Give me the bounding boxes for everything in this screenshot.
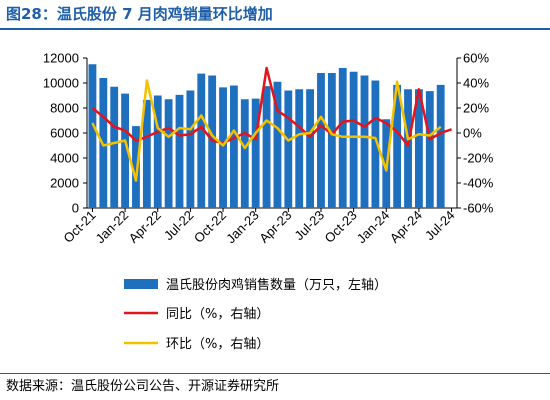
chart-title: 图28：温氏股份 7 月肉鸡销量环比增加 <box>6 5 273 23</box>
right-tick-label: 0% <box>463 126 482 141</box>
title-divider <box>0 28 550 30</box>
bar <box>175 94 184 208</box>
bar <box>132 126 140 208</box>
x-tick-label: Jul-22 <box>161 208 197 244</box>
left-tick-label: 6000 <box>50 126 79 141</box>
right-tick-label: -40% <box>463 176 494 191</box>
left-tick-label: 10000 <box>43 76 79 91</box>
bar <box>425 91 434 208</box>
left-tick-label: 4000 <box>50 151 79 166</box>
left-tick-label: 12000 <box>43 51 79 66</box>
bar <box>219 87 227 208</box>
x-tick-label: Jul-23 <box>291 208 327 244</box>
x-tick-label: Jul-24 <box>422 208 458 244</box>
source-note: 数据来源：温氏股份公司公告、开源证券研究所 <box>6 379 280 394</box>
right-tick-label: -60% <box>463 201 494 216</box>
bar <box>110 86 119 208</box>
bar <box>121 93 130 208</box>
bar <box>142 99 151 208</box>
bar <box>229 85 238 208</box>
x-tick-label: Apr-23 <box>256 208 294 246</box>
legend-swatch <box>124 279 158 289</box>
left-tick-label: 8000 <box>50 101 79 116</box>
left-tick-label: 2000 <box>50 176 79 191</box>
bar <box>240 99 249 208</box>
left-tick-label: 0 <box>72 201 79 216</box>
combo-chart: 0 2000 4000 6000 8000 10000 12000 -60% -40% -20% 0… <box>43 51 494 353</box>
right-tick-label: 60% <box>463 51 489 66</box>
bar <box>88 64 97 208</box>
source-divider <box>0 373 550 374</box>
bar <box>262 86 271 208</box>
bar <box>153 95 162 208</box>
line-series <box>91 66 453 182</box>
x-tick-label: Jan-24 <box>354 208 393 247</box>
legend-label: 同比（%，右轴） <box>166 307 269 322</box>
x-tick-label: Apr-22 <box>126 208 164 246</box>
x-tick-label: Oct-23 <box>322 208 360 246</box>
bar <box>360 75 369 208</box>
right-tick-label: -20% <box>463 151 494 166</box>
bar <box>404 89 412 208</box>
bar <box>349 71 358 208</box>
legend: 温氏股份肉鸡销售数量（万只，左轴） 同比（%，右轴） 环比（%，右轴） <box>124 277 387 352</box>
legend-label: 温氏股份肉鸡销售数量（万只，左轴） <box>166 277 387 293</box>
bar <box>414 89 423 208</box>
x-tick-label: Oct-22 <box>191 208 229 246</box>
bar <box>317 73 325 208</box>
bar-series <box>88 64 445 208</box>
series-line <box>91 79 442 182</box>
x-tick-label: Jan-22 <box>92 208 131 247</box>
bar <box>436 84 445 208</box>
right-tick-label: 40% <box>463 76 489 91</box>
bar <box>186 90 195 208</box>
bar <box>251 98 260 208</box>
bar <box>284 90 293 208</box>
x-tick-label: Jan-23 <box>223 208 262 247</box>
bar <box>306 89 315 208</box>
bar <box>327 73 336 208</box>
legend-label: 环比（%，右轴） <box>166 337 269 352</box>
bar <box>393 84 402 208</box>
x-tick-label: Apr-24 <box>387 208 425 246</box>
bar <box>295 89 304 208</box>
x-tick-label: Oct-21 <box>60 208 98 246</box>
bar <box>371 80 380 208</box>
bar <box>164 99 173 208</box>
right-tick-label: 20% <box>463 101 489 116</box>
bar <box>197 73 206 208</box>
bar <box>273 81 282 208</box>
